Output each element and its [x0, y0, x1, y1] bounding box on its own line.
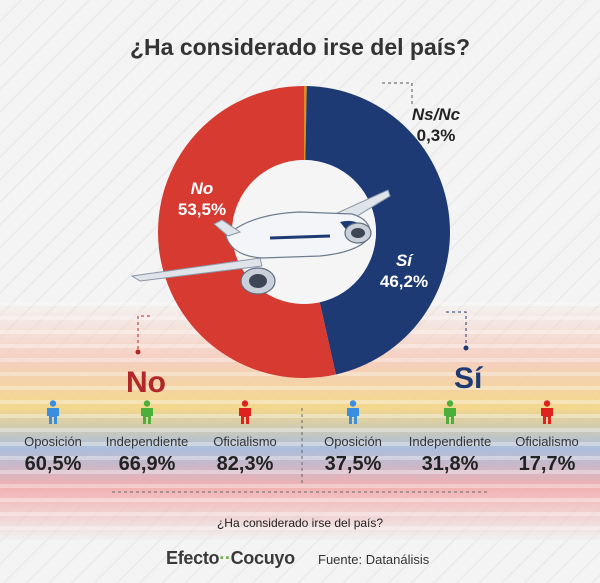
category-value: 60,5%	[24, 453, 82, 475]
no-leader-line	[137, 315, 150, 352]
category-label: Oficialismo	[213, 434, 277, 449]
si-item-oposicion: Oposición 37,5%	[303, 400, 403, 476]
si-heading: Sí	[454, 362, 483, 395]
category-label: Oposición	[324, 434, 382, 449]
person-icon	[541, 400, 553, 424]
slice-name-si: Sí	[395, 251, 413, 270]
person-icon	[239, 400, 251, 424]
si-leader-line	[446, 311, 467, 348]
category-label: Oficialismo	[515, 434, 579, 449]
slice-label-si: Sí 46,2%	[364, 250, 444, 292]
donut-slice-no	[157, 86, 336, 379]
slice-value-ns-nc: 0,3%	[416, 126, 456, 145]
brand-dots: ··	[219, 548, 231, 568]
category-label: Independiente	[105, 434, 189, 449]
person-icon	[444, 400, 456, 424]
donut-slice-s-	[305, 86, 450, 375]
si-leader-dot	[463, 345, 469, 351]
category-label: Independiente	[408, 434, 492, 449]
chart-title: ¿Ha considerado irse del país?	[130, 34, 470, 60]
source-text: Fuente: Datanálisis	[318, 552, 430, 567]
brand-left: Efecto	[166, 548, 220, 568]
category-label: Oposición	[24, 434, 82, 449]
no-item-oficialismo: Oficialismo 82,3%	[195, 400, 295, 476]
brand-right: Cocuyo	[230, 548, 296, 568]
category-value: 17,7%	[518, 453, 576, 475]
category-value: 37,5%	[324, 453, 382, 475]
no-item-oposicion: Oposición 60,5%	[3, 400, 103, 476]
category-value: 66,9%	[118, 453, 176, 475]
slice-label-ns-nc: Ns/Nc 0,3%	[396, 104, 476, 146]
no-leader-dot	[135, 349, 141, 355]
donut-slice-ns-nc	[304, 86, 307, 161]
slice-name-no: No	[190, 179, 214, 198]
person-icon	[141, 400, 153, 424]
slice-value-si: 46,2%	[379, 272, 429, 291]
category-value: 82,3%	[216, 453, 274, 475]
footer-question: ¿Ha considerado irse del país?	[216, 516, 384, 530]
si-item-independiente: Independiente 31,8%	[400, 400, 500, 476]
category-value: 31,8%	[421, 453, 479, 475]
ns-nc-leader-line	[382, 82, 413, 104]
brand-logo: Efecto··Cocuyo	[166, 548, 295, 569]
airplane-icon	[130, 189, 391, 295]
slice-name-ns-nc: Ns/Nc	[411, 105, 461, 124]
no-item-independiente: Independiente 66,9%	[97, 400, 197, 476]
person-icon	[347, 400, 359, 424]
slice-value-no: 53,5%	[177, 200, 227, 219]
slice-label-no: No 53,5%	[162, 178, 242, 220]
person-icon	[47, 400, 59, 424]
no-heading: No	[126, 366, 166, 399]
si-item-oficialismo: Oficialismo 17,7%	[497, 400, 597, 476]
